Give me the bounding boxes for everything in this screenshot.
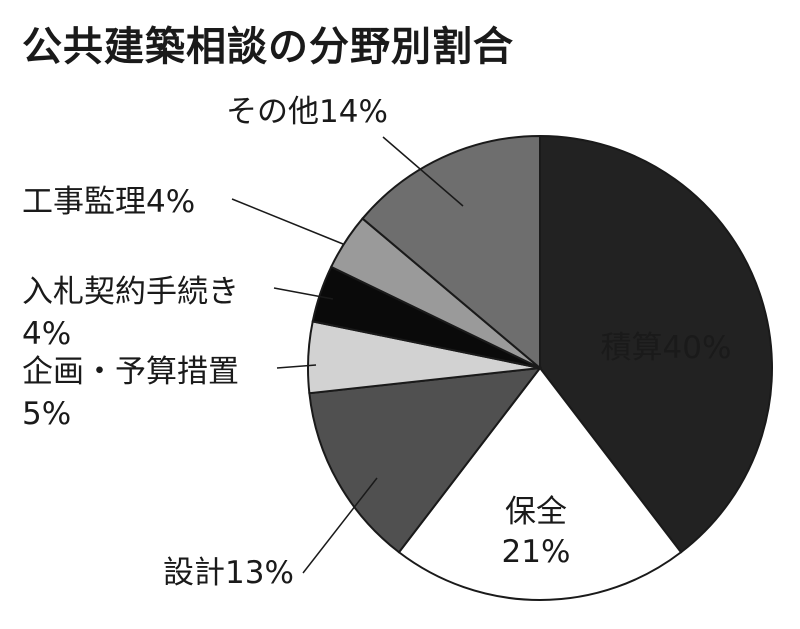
slice-label-5: 工事監理4% — [22, 184, 195, 220]
slice-label-line: 保全 — [505, 494, 567, 530]
slice-label-1: 保全 21% — [502, 494, 571, 570]
leader-line-5 — [231, 198, 344, 245]
slice-label-line: 入札契約手続き — [22, 274, 239, 310]
slice-label-line: 4% — [22, 316, 71, 352]
leader-line-3 — [276, 364, 317, 369]
pie-slices — [307, 134, 773, 601]
slice-label-line: 企画・予算措置 — [22, 354, 239, 390]
slice-label-2: 設計13% — [163, 555, 294, 591]
slice-label-line: 工事監理4% — [22, 184, 195, 220]
slice-label-line: その他14% — [226, 94, 388, 130]
slice-label-line: 5% — [22, 396, 71, 432]
slice-label-line: 積算40% — [601, 330, 732, 366]
pie-slice-0 — [539, 134, 773, 554]
pie-slice-1 — [397, 366, 683, 601]
slice-label-line: 設計13% — [163, 555, 294, 591]
leader-line-4 — [273, 287, 334, 300]
chart-title: 公共建築相談の分野別割合 — [22, 24, 514, 70]
slice-label-3: 企画・予算措置 5% — [22, 354, 239, 432]
slice-label-4: 入札契約手続き 4% — [22, 274, 239, 352]
slice-label-0: 積算40% — [601, 330, 732, 366]
pie-slice-2 — [308, 366, 543, 554]
leader-line-2 — [302, 477, 378, 574]
slice-labels: 積算40% 保全 21% 設計13% 企画・予算措置 5% 入札契約手続き 4% 工事監理4% そ… — [22, 94, 731, 591]
leader-lines — [231, 136, 464, 574]
slice-label-6: その他14% — [226, 94, 388, 130]
leader-line-6 — [382, 136, 464, 207]
pie-slice-6 — [361, 134, 541, 371]
slice-label-line: 21% — [502, 534, 571, 570]
